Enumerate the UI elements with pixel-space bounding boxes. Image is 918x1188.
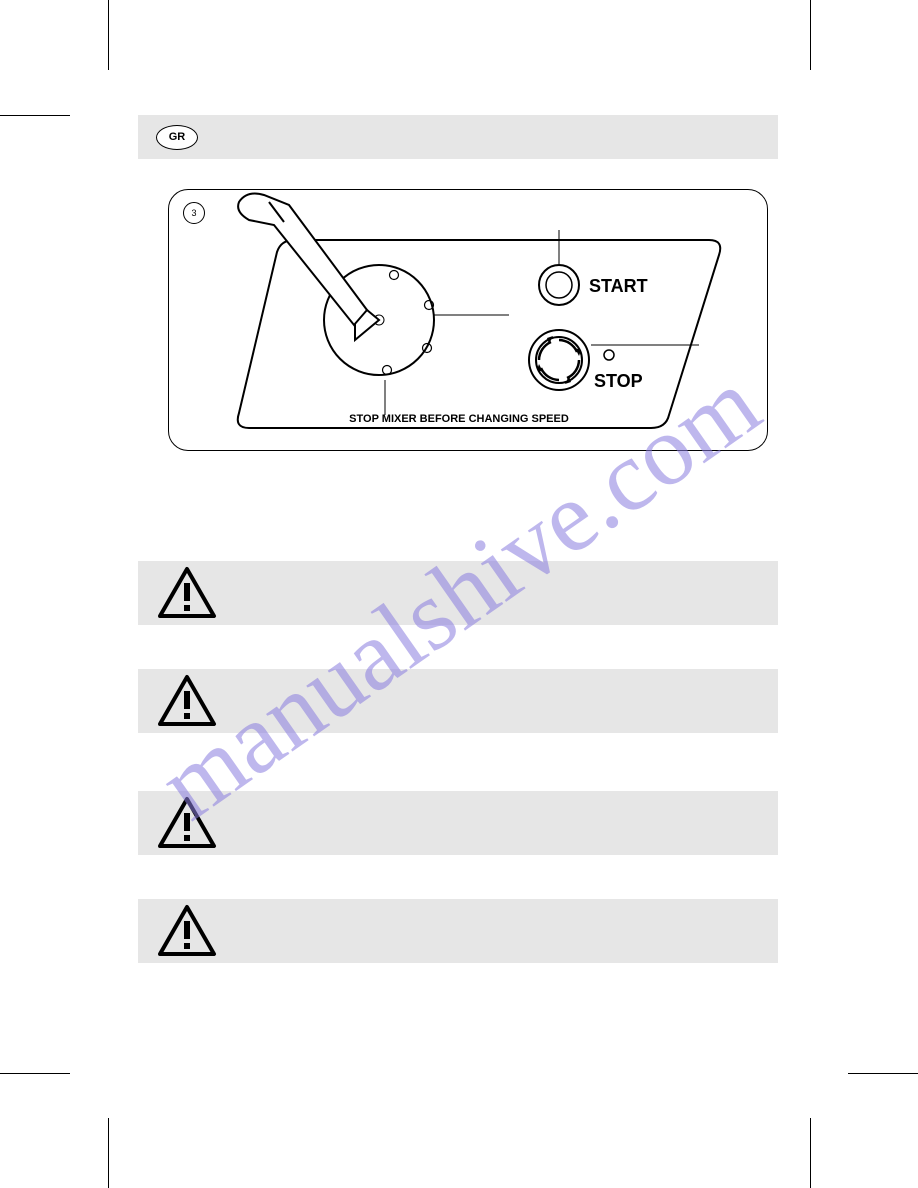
language-bar: GR xyxy=(138,115,778,159)
warning-icon xyxy=(156,796,218,850)
cropmark xyxy=(0,1073,70,1074)
cropmark xyxy=(810,0,811,70)
stop-button-icon xyxy=(529,330,589,390)
cropmark xyxy=(0,115,70,116)
page-content: GR 3 STA xyxy=(108,35,810,963)
warning-icon xyxy=(156,566,218,620)
panel-warning-text: STOP MIXER BEFORE CHANGING SPEED xyxy=(349,413,569,425)
cropmark xyxy=(810,1118,811,1188)
warning-bar-2 xyxy=(138,669,778,733)
control-panel-diagram: 3 START xyxy=(168,189,768,451)
control-panel-svg: START xyxy=(169,190,769,452)
start-label: START xyxy=(589,276,648,296)
cropmark xyxy=(108,1118,109,1188)
language-badge: GR xyxy=(156,125,198,150)
stop-label: STOP xyxy=(594,371,643,391)
warning-bar-4 xyxy=(138,899,778,963)
warning-icon xyxy=(156,674,218,728)
cropmark xyxy=(848,1073,918,1074)
warning-icon xyxy=(156,904,218,958)
warning-bar-1 xyxy=(138,561,778,625)
warning-bar-3 xyxy=(138,791,778,855)
